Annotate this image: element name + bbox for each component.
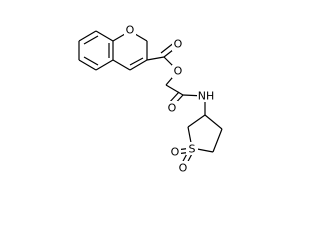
structure-diagram: O O O O NH S O O [78,24,223,175]
atom-label: O [171,146,180,159]
atom-label: NH [198,90,215,103]
atom-label: O [126,24,135,37]
atom-label: O [168,102,177,115]
atom-label: O [174,38,183,51]
atom-labels: O O O O NH S O O [124,24,215,175]
atom-label: O [174,65,183,78]
atom-label: S [189,143,196,156]
atom-label: O [179,162,188,175]
